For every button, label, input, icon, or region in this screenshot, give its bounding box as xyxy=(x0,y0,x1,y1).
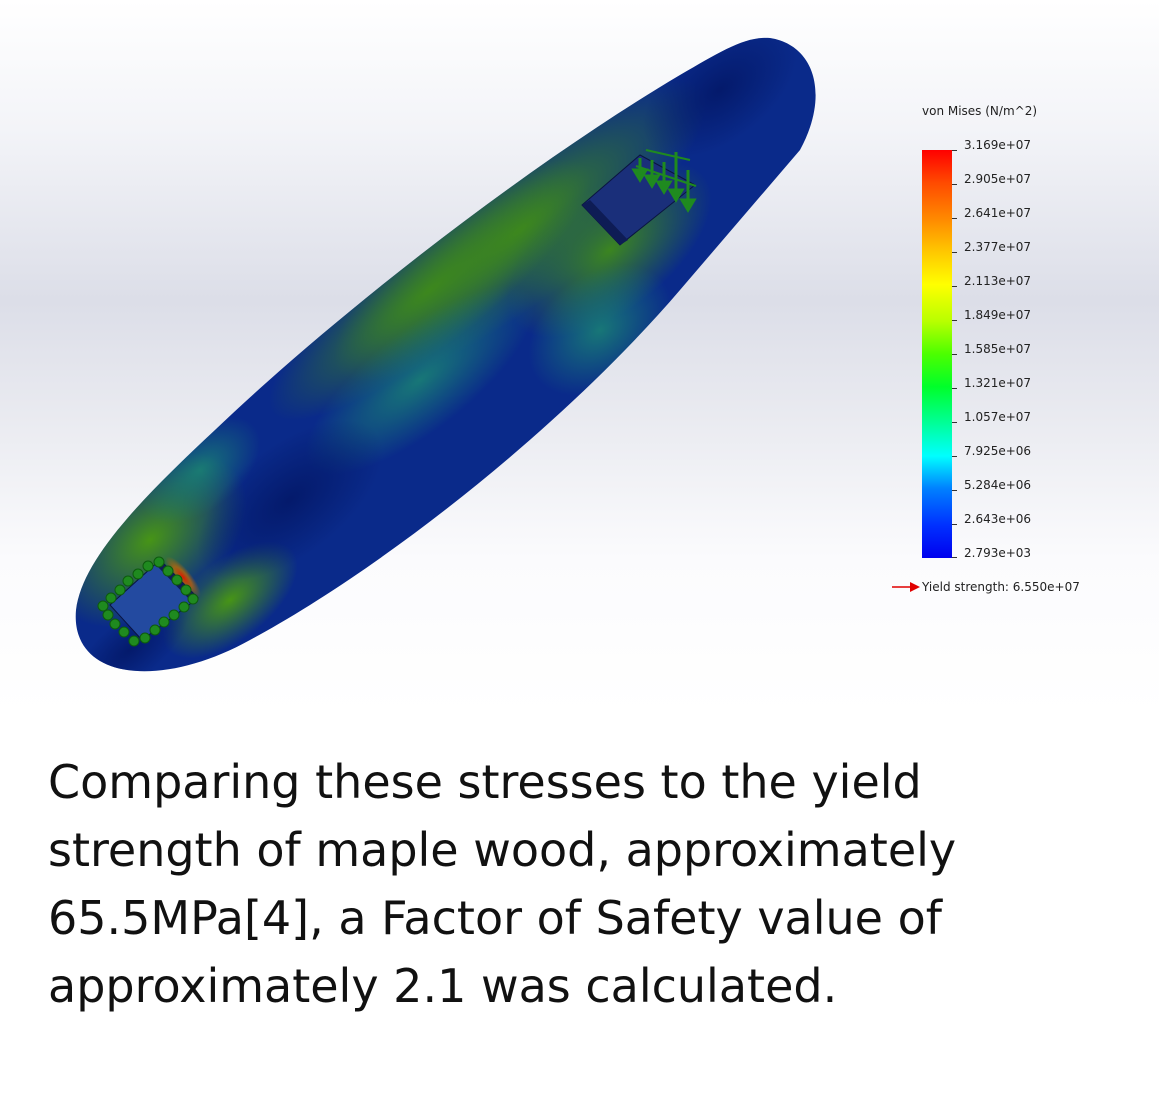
yield-strength-label: Yield strength: 6.550e+07 xyxy=(922,580,1080,594)
legend-tick-mark xyxy=(952,388,957,389)
legend-tick-mark xyxy=(952,286,957,287)
fea-viewport: von Mises (N/m^2) 3.169e+07 2.905e+07 2.… xyxy=(0,0,1159,715)
legend-tick-label: 1.057e+07 xyxy=(964,410,1032,424)
legend-title: von Mises (N/m^2) xyxy=(922,104,1038,118)
legend-tick-mark xyxy=(952,252,957,253)
legend-tick-mark xyxy=(952,184,957,185)
legend-tick-label: 3.169e+07 xyxy=(964,138,1032,152)
legend-tick-mark xyxy=(952,320,957,321)
stress-legend: von Mises (N/m^2) 3.169e+07 2.905e+07 2.… xyxy=(892,100,1140,600)
legend-tick-mark xyxy=(952,456,957,457)
yield-strength-marker: Yield strength: 6.550e+07 xyxy=(892,580,1080,594)
legend-tick-label: 1.585e+07 xyxy=(964,342,1032,356)
legend-tick-label: 2.905e+07 xyxy=(964,172,1032,186)
force-arrow-icon xyxy=(631,149,697,213)
legend-tick-label: 5.284e+06 xyxy=(964,478,1032,492)
legend-tick-label: 2.643e+06 xyxy=(964,512,1032,526)
legend-tick-mark xyxy=(952,490,957,491)
legend-tick-label: 7.925e+06 xyxy=(964,444,1032,458)
red-arrow-icon xyxy=(892,582,920,592)
legend-tick-mark xyxy=(952,557,957,558)
legend-tick-mark xyxy=(952,524,957,525)
legend-tick-mark xyxy=(952,218,957,219)
legend-tick-mark xyxy=(952,150,957,151)
stress-plot xyxy=(75,37,816,672)
legend-tick-mark xyxy=(952,354,957,355)
legend-tick-label: 2.377e+07 xyxy=(964,240,1032,254)
fixed-geometry-icon xyxy=(97,556,199,647)
legend-tick-mark xyxy=(952,422,957,423)
legend-tick-label: 2.641e+07 xyxy=(964,206,1032,220)
legend-tick-label: 2.113e+07 xyxy=(964,274,1032,288)
legend-tick-label: 2.793e+03 xyxy=(964,546,1032,560)
legend-tick-label: 1.849e+07 xyxy=(964,308,1032,322)
legend-colorbar xyxy=(922,150,952,558)
caption-text: Comparing these stresses to the yield st… xyxy=(48,755,957,1013)
legend-tick-label: 1.321e+07 xyxy=(964,376,1032,390)
